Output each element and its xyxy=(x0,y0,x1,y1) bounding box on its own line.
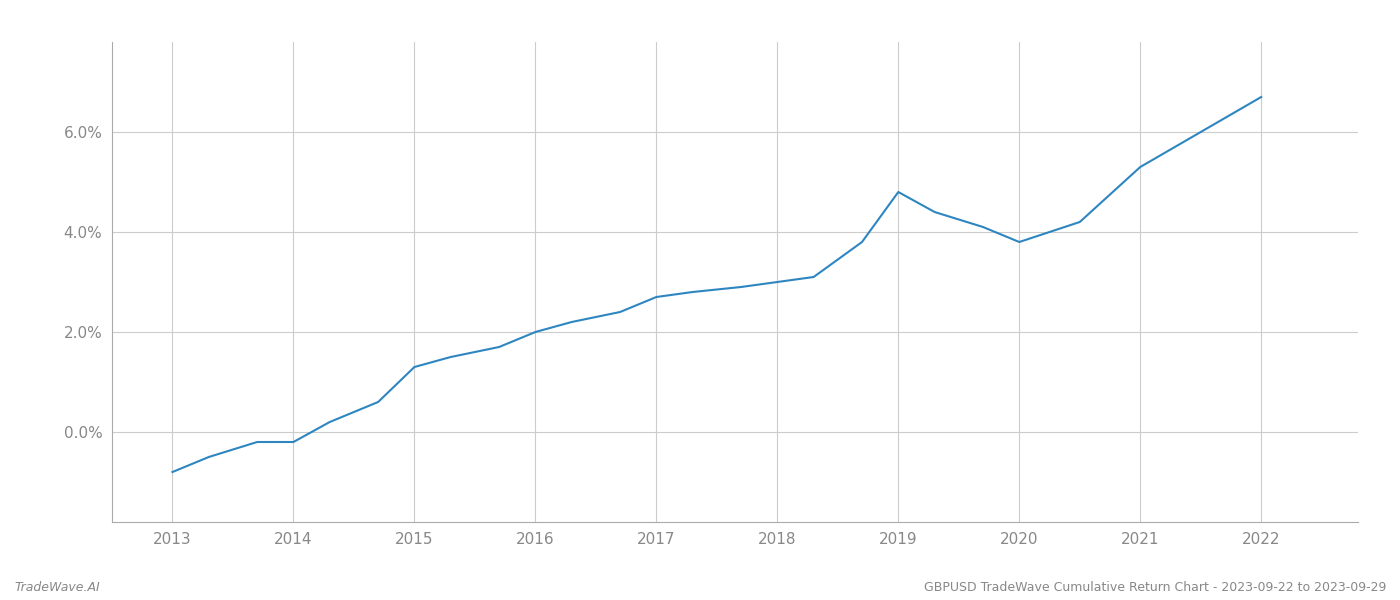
Text: TradeWave.AI: TradeWave.AI xyxy=(14,581,99,594)
Text: GBPUSD TradeWave Cumulative Return Chart - 2023-09-22 to 2023-09-29: GBPUSD TradeWave Cumulative Return Chart… xyxy=(924,581,1386,594)
